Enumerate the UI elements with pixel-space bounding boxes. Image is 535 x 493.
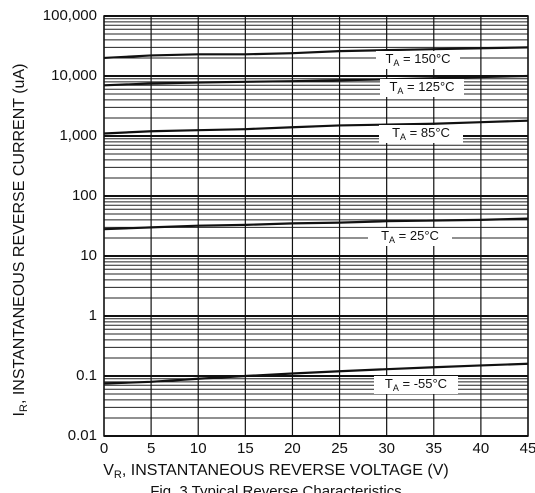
label-part: T [381, 228, 389, 243]
label-part: T [385, 51, 393, 66]
x-tick-label: 10 [190, 440, 207, 457]
series-line [103, 119, 529, 135]
label-part: A [389, 235, 395, 245]
annotation-bg [374, 376, 458, 394]
annotation-bg [376, 51, 460, 69]
label-part: A [393, 383, 399, 393]
y-tick-label: 1 [89, 307, 97, 324]
series-line [103, 74, 529, 87]
label-part: T [385, 376, 393, 391]
label-part: A [400, 132, 406, 142]
y-tick-label: 10 [80, 247, 97, 264]
series-line [103, 362, 529, 385]
label-part: T [389, 79, 397, 94]
y-axis-label: IR, INSTANTANEOUS REVERSE CURRENT (uA) [11, 64, 30, 417]
annotation-bg [379, 125, 463, 143]
annotation-bg [380, 79, 464, 97]
label-part: = -55°C [399, 376, 447, 391]
x-tick-label: 45 [520, 440, 535, 457]
label-part: A [393, 58, 399, 68]
annotation-bg [368, 228, 452, 246]
y-tick-label: 1,000 [59, 127, 97, 144]
label-part: = 150°C [399, 51, 450, 66]
y-tick-label: 0.01 [68, 427, 97, 444]
label-part: T [392, 125, 400, 140]
label-part: = 25°C [395, 228, 439, 243]
x-tick-label: 40 [473, 440, 490, 457]
series-label: TA = 150°C [385, 51, 450, 68]
x-tick-label: 20 [284, 440, 301, 457]
label-part: = 85°C [406, 125, 450, 140]
series-label: TA = 125°C [389, 79, 454, 96]
y-tick-label: 100,000 [43, 7, 97, 24]
caption: Fig. 3 Typical Reverse Characteristics [150, 483, 401, 493]
series-label: TA = 85°C [392, 125, 450, 142]
label-part: A [397, 86, 403, 96]
y-tick-label: 10,000 [51, 67, 97, 84]
x-tick-label: 5 [147, 440, 155, 457]
series-line [103, 46, 529, 60]
x-tick-label: 35 [425, 440, 442, 457]
series-label: TA = 25°C [381, 228, 439, 245]
y-tick-label: 100 [72, 187, 97, 204]
x-tick-label: 0 [100, 440, 108, 457]
series-line [103, 217, 529, 231]
x-tick-label: 25 [331, 440, 348, 457]
x-axis-label: VR, INSTANTANEOUS REVERSE VOLTAGE (V) [103, 462, 449, 481]
series-label: TA = -55°C [385, 376, 447, 393]
label-part: = 125°C [403, 79, 454, 94]
y-tick-label: 0.1 [76, 367, 97, 384]
x-tick-label: 30 [378, 440, 395, 457]
x-tick-label: 15 [237, 440, 254, 457]
